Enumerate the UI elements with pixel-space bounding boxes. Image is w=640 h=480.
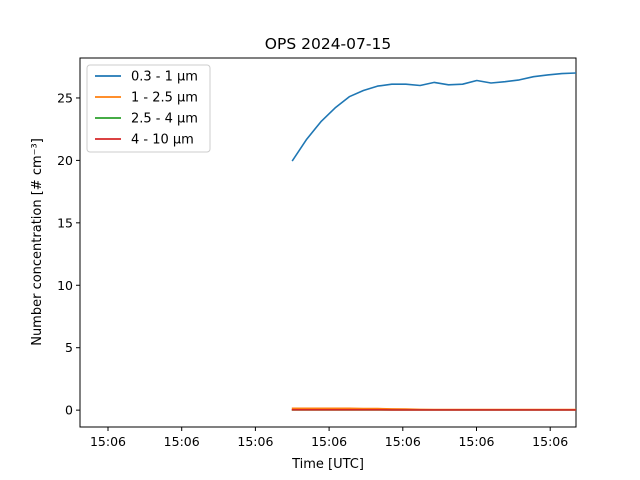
x-axis: 15:06 15:06 15:06 15:06 15:06 15:06 15:06 — [90, 427, 568, 449]
x-tick-label: 15:06 — [90, 434, 126, 449]
y-tick-label: 15 — [57, 215, 73, 230]
x-tick-label: 15:06 — [164, 434, 200, 449]
y-tick-label: 10 — [57, 278, 73, 293]
y-axis-label: Number concentration [# cm⁻³] — [30, 138, 45, 346]
legend-box — [86, 64, 211, 153]
legend-label: 0.3 - 1 µm — [131, 70, 198, 85]
x-tick-label: 15:06 — [458, 434, 494, 449]
y-tick-label: 0 — [65, 403, 73, 418]
legend-label: 2.5 - 4 µm — [131, 112, 198, 127]
series-line-1 — [291, 72, 576, 162]
y-tick-label: 20 — [57, 153, 73, 168]
x-tick-label: 15:06 — [311, 434, 347, 449]
y-tick-label: 25 — [57, 90, 73, 105]
legend: 0.3 - 1 µm 1 - 2.5 µm 2.5 - 4 µm 4 - 10 µm — [86, 64, 211, 153]
x-axis-label: Time [UTC] — [291, 457, 364, 472]
x-tick-label: 15:06 — [385, 434, 421, 449]
plot-frame — [79, 57, 577, 428]
y-axis: 0 5 10 15 20 25 — [57, 90, 80, 418]
y-tick-label: 5 — [65, 340, 73, 355]
legend-label: 4 - 10 µm — [131, 133, 194, 148]
legend-label: 1 - 2.5 µm — [131, 91, 198, 106]
x-tick-label: 15:06 — [532, 434, 568, 449]
chart-title: OPS 2024-07-15 — [265, 35, 391, 53]
x-tick-label: 15:06 — [237, 434, 273, 449]
plot-area — [79, 57, 577, 428]
series-layer — [291, 72, 576, 411]
